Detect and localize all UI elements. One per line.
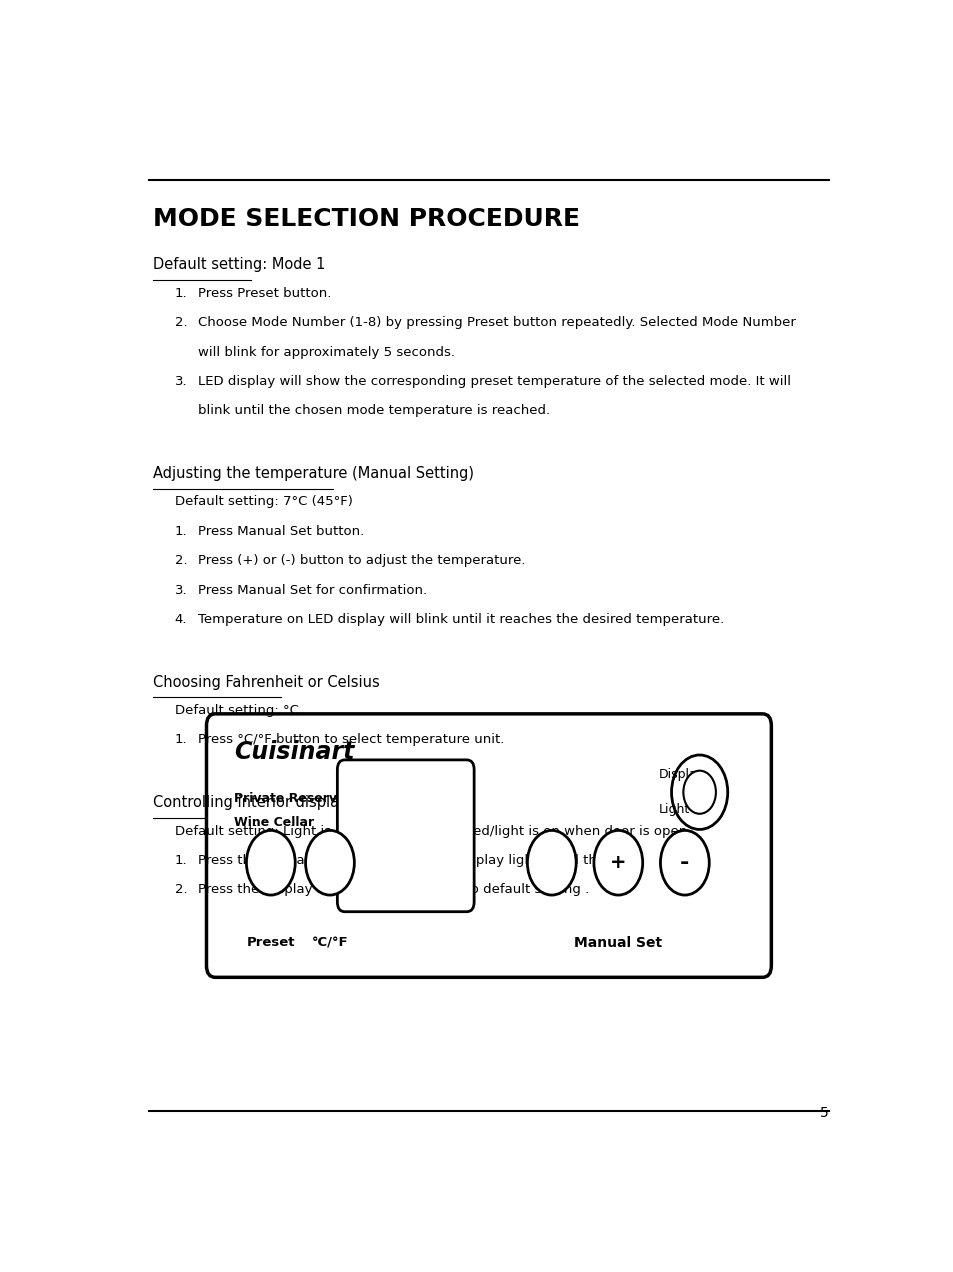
Text: Default setting: °C: Default setting: °C [174,705,298,717]
Circle shape [682,771,715,814]
Text: 3.: 3. [174,584,187,597]
Text: Light: Light [659,804,690,817]
Text: 1.: 1. [174,286,187,300]
Circle shape [305,831,354,895]
Text: Press the Display Light button to return to default setting .: Press the Display Light button to return… [198,883,589,897]
Text: Display: Display [659,768,704,781]
Text: 2.: 2. [174,883,187,897]
Circle shape [671,756,727,829]
Text: Controlling interior display light: Controlling interior display light [152,795,384,810]
Text: Choosing Fahrenheit or Celsius: Choosing Fahrenheit or Celsius [152,674,379,689]
Text: °C/°F: °C/°F [312,936,348,949]
Text: Default setting: 7°C (45°F): Default setting: 7°C (45°F) [174,496,353,509]
Text: MODE SELECTION PROCEDURE: MODE SELECTION PROCEDURE [152,206,578,230]
FancyBboxPatch shape [206,714,771,977]
Text: Press Preset button.: Press Preset button. [198,286,332,300]
Text: +: + [609,854,626,873]
Text: Default setting: Light is off when door is closed/light is on when door is open.: Default setting: Light is off when door … [174,824,690,837]
Text: Wine Cellar: Wine Cellar [233,815,314,829]
Text: 1.: 1. [174,854,187,868]
Circle shape [527,831,576,895]
Text: Cuisinart: Cuisinart [233,740,354,764]
Text: blink until the chosen mode temperature is reached.: blink until the chosen mode temperature … [198,404,550,417]
Text: Adjusting the temperature (Manual Setting): Adjusting the temperature (Manual Settin… [152,466,473,481]
Text: Choose Mode Number (1-8) by pressing Preset button repeatedly. Selected Mode Num: Choose Mode Number (1-8) by pressing Pre… [198,317,796,329]
Text: 1.: 1. [174,525,187,538]
Text: 1.: 1. [174,734,187,747]
Text: Temperature on LED display will blink until it reaches the desired temperature.: Temperature on LED display will blink un… [198,613,724,626]
FancyBboxPatch shape [337,759,474,912]
Text: LED display will show the corresponding preset temperature of the selected mode.: LED display will show the corresponding … [198,375,791,388]
Text: Press Manual Set for confirmation.: Press Manual Set for confirmation. [198,584,427,597]
Text: 5: 5 [820,1107,828,1121]
Text: 4.: 4. [174,613,187,626]
Text: 2.: 2. [174,555,187,567]
Text: Press °C/°F button to select temperature unit.: Press °C/°F button to select temperature… [198,734,504,747]
Text: Press (+) or (-) button to adjust the temperature.: Press (+) or (-) button to adjust the te… [198,555,525,567]
Circle shape [594,831,642,895]
Text: Default setting: Mode 1: Default setting: Mode 1 [152,257,325,272]
Text: -: - [679,852,689,873]
Text: Manual Set: Manual Set [574,936,661,950]
Text: will blink for approximately 5 seconds.: will blink for approximately 5 seconds. [198,346,455,359]
Text: Press Manual Set button.: Press Manual Set button. [198,525,364,538]
Circle shape [246,831,294,895]
Text: 2.: 2. [174,317,187,329]
Text: Press the Display Light button to keep display light on all the time.: Press the Display Light button to keep d… [198,854,643,868]
Circle shape [659,831,708,895]
Text: 3.: 3. [174,375,187,388]
Text: Preset: Preset [246,936,294,949]
Text: Private Reserve: Private Reserve [233,792,345,805]
